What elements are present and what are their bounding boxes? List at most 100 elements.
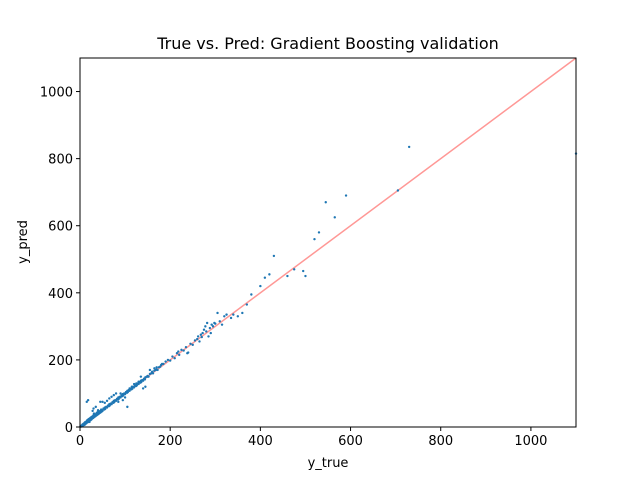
data-point xyxy=(112,393,116,397)
data-point xyxy=(196,337,199,341)
data-point xyxy=(250,293,253,296)
data-point xyxy=(130,385,134,388)
plot-frame xyxy=(79,57,577,428)
y-tick-label: 800 xyxy=(48,153,73,168)
data-point xyxy=(209,331,212,335)
data-point xyxy=(304,274,307,278)
data-point xyxy=(317,231,321,234)
data-point xyxy=(137,380,140,383)
y-tick-label: 400 xyxy=(48,287,73,302)
y-tick-label: 600 xyxy=(48,220,73,235)
data-point xyxy=(333,216,336,219)
data-point xyxy=(146,375,149,378)
data-point xyxy=(168,359,172,362)
data-point xyxy=(182,349,185,352)
data-point xyxy=(143,378,147,381)
data-point xyxy=(110,402,113,406)
data-point xyxy=(140,380,143,384)
data-point xyxy=(189,342,192,346)
y-axis-label: y_pred xyxy=(16,220,31,264)
data-point xyxy=(137,382,140,386)
data-point xyxy=(164,360,167,363)
data-point xyxy=(113,400,116,404)
data-point xyxy=(173,357,176,360)
data-point xyxy=(105,399,109,403)
data-point xyxy=(200,335,203,339)
data-point xyxy=(114,392,118,395)
x-axis-ticks: 0 200 400 600 800 1000 xyxy=(76,427,547,449)
data-point xyxy=(128,389,131,392)
data-point xyxy=(114,399,118,403)
data-point xyxy=(225,313,228,316)
data-point xyxy=(121,398,125,402)
plot-area xyxy=(79,57,578,428)
data-point xyxy=(122,394,125,397)
data-point xyxy=(131,387,134,390)
data-point xyxy=(153,367,156,370)
x-axis-label: y_true xyxy=(308,456,349,471)
data-point xyxy=(141,379,145,382)
data-point xyxy=(210,323,213,326)
data-point xyxy=(119,392,122,395)
data-point xyxy=(344,194,348,197)
data-point xyxy=(205,330,208,333)
data-point xyxy=(132,386,136,389)
x-tick-label: 0 xyxy=(76,434,84,449)
data-point xyxy=(123,392,127,396)
data-point xyxy=(144,385,147,388)
data-point xyxy=(205,321,209,325)
data-point xyxy=(101,409,104,413)
data-point xyxy=(407,145,411,149)
data-point xyxy=(207,335,210,338)
data-point xyxy=(150,370,154,373)
data-point xyxy=(324,201,327,204)
data-point xyxy=(180,348,183,352)
x-tick-label: 200 xyxy=(158,434,183,449)
data-point xyxy=(396,189,400,192)
y-tick-label: 200 xyxy=(48,354,73,369)
data-point xyxy=(292,268,296,271)
data-point xyxy=(302,269,305,273)
data-point xyxy=(286,274,289,278)
data-point xyxy=(201,331,204,335)
data-point xyxy=(223,315,226,318)
data-point xyxy=(104,407,107,411)
data-point xyxy=(218,320,221,323)
x-tick-label: 600 xyxy=(338,434,363,449)
y-tick-label: 1000 xyxy=(40,86,73,101)
data-point xyxy=(148,368,152,372)
y-tick-label: 0 xyxy=(65,421,73,436)
data-point xyxy=(92,407,95,410)
x-tick-label: 1000 xyxy=(514,434,547,449)
x-tick-label: 400 xyxy=(248,434,273,449)
data-point xyxy=(204,325,207,328)
points-layer xyxy=(79,145,578,428)
data-point xyxy=(91,409,94,413)
x-tick-label: 800 xyxy=(428,434,453,449)
data-point xyxy=(220,323,224,326)
data-point xyxy=(86,398,90,402)
data-point xyxy=(198,340,201,343)
data-point xyxy=(96,409,100,412)
data-point xyxy=(187,351,190,354)
data-point xyxy=(110,395,113,399)
data-point xyxy=(108,404,111,407)
data-point xyxy=(199,333,203,336)
data-point xyxy=(202,328,206,331)
data-point xyxy=(245,303,249,306)
data-point xyxy=(99,400,102,404)
data-point xyxy=(178,353,181,357)
data-point xyxy=(191,343,194,347)
data-point xyxy=(313,237,316,241)
data-point xyxy=(126,390,129,394)
data-point xyxy=(139,375,143,378)
data-point xyxy=(141,387,145,390)
data-point xyxy=(155,366,158,369)
data-point xyxy=(132,382,136,386)
chart-title: True vs. Pred: Gradient Boosting validat… xyxy=(156,34,499,53)
data-point xyxy=(135,382,138,385)
data-point xyxy=(272,254,276,258)
data-point xyxy=(103,401,107,405)
data-point xyxy=(105,406,109,409)
